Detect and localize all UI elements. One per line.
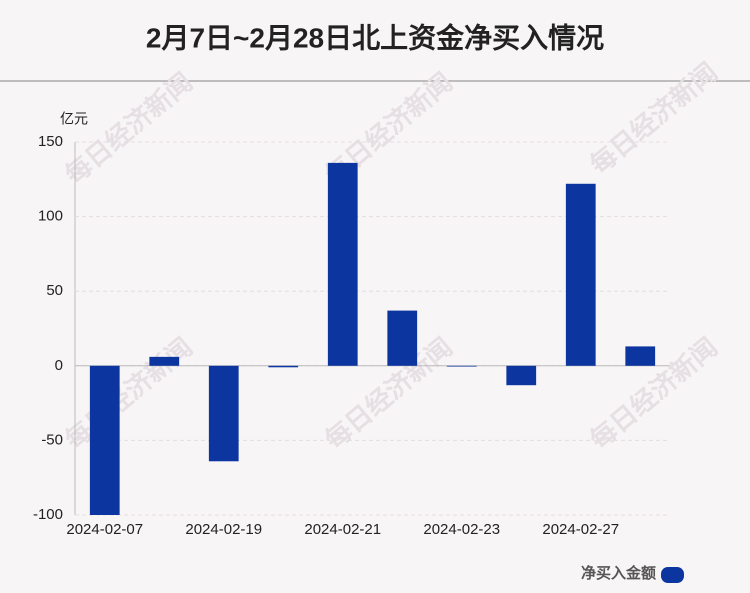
y-tick-label: 0 <box>55 357 63 374</box>
bar <box>625 346 656 366</box>
bar <box>149 356 180 366</box>
bar <box>208 365 239 462</box>
bar <box>268 365 299 368</box>
y-unit: 亿元 <box>60 111 88 127</box>
y-tick-label: 50 <box>46 282 63 299</box>
y-tick-label: 150 <box>38 133 63 150</box>
legend-swatch <box>661 567 684 583</box>
y-tick-label: -100 <box>33 506 63 523</box>
x-tick-label: 2024-02-23 <box>423 521 500 538</box>
y-tick-label: 100 <box>38 208 63 225</box>
y-tick-label: -50 <box>41 431 63 448</box>
legend-label: 净买入金额 <box>581 564 656 582</box>
bar <box>565 183 596 366</box>
bar <box>446 365 477 367</box>
bar <box>387 310 418 366</box>
x-tick-label: 2024-02-19 <box>185 521 262 538</box>
bar <box>89 365 120 515</box>
x-tick-label: 2024-02-07 <box>66 521 143 538</box>
x-tick-label: 2024-02-27 <box>542 521 619 538</box>
chart-title: 2月7日~2月28日北上资金净买入情况 <box>146 21 604 53</box>
x-tick-label: 2024-02-21 <box>304 521 381 538</box>
bar <box>327 162 358 366</box>
bar <box>506 365 537 386</box>
